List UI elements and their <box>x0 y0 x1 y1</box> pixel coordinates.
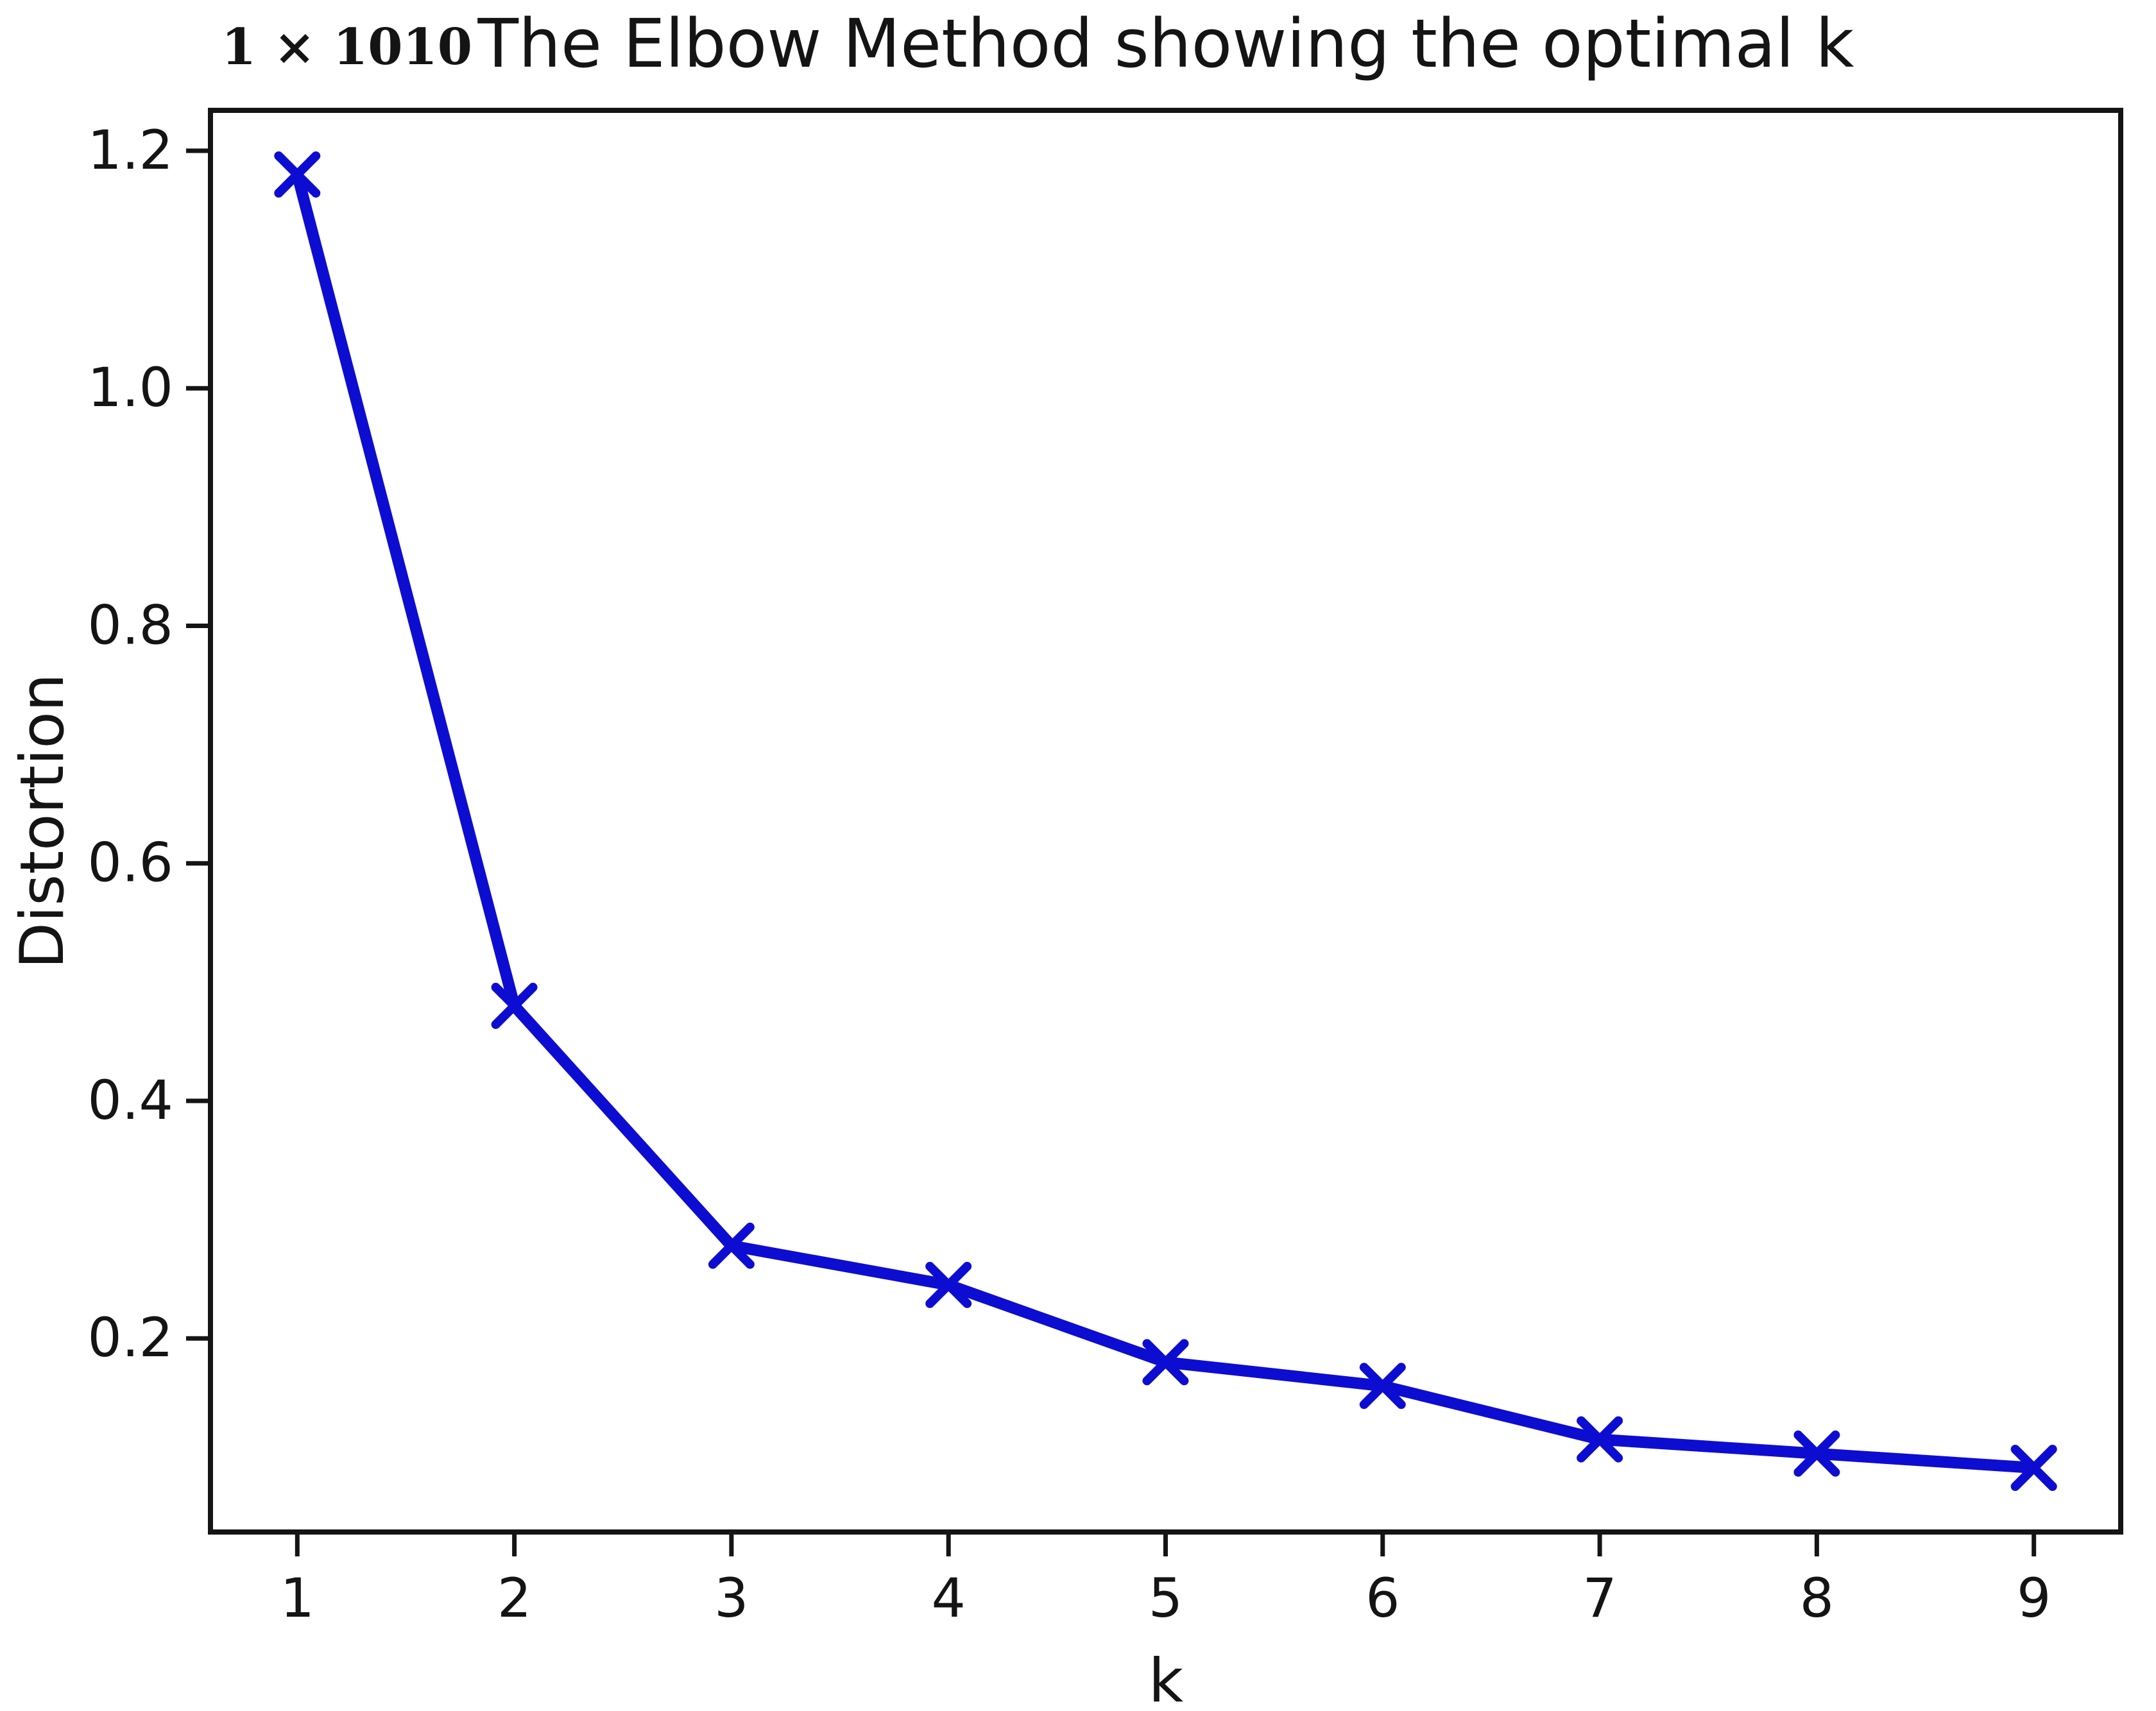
data-point-marker <box>1577 1416 1623 1463</box>
y-tick-label: 0.4 <box>87 1069 173 1132</box>
data-point-marker <box>925 1261 972 1308</box>
x-tick-label: 1 <box>280 1567 314 1630</box>
data-point-marker <box>708 1222 755 1269</box>
x-tick-label: 5 <box>1149 1567 1183 1630</box>
x-tick-label: 4 <box>931 1567 965 1630</box>
data-point-marker <box>491 982 538 1029</box>
x-tick-label: 8 <box>1800 1567 1834 1630</box>
x-tick-label: 3 <box>714 1567 748 1630</box>
y-tick-label: 1.2 <box>87 119 173 182</box>
x-tick-label: 7 <box>1582 1567 1616 1630</box>
y-tick-label: 0.8 <box>87 593 173 656</box>
x-tick-label: 2 <box>497 1567 531 1630</box>
distortion-series <box>274 151 2057 1491</box>
data-point-marker <box>1359 1363 1406 1409</box>
y-axis-ticks: 0.2 0.4 0.6 0.8 1.0 1.2 <box>87 119 210 1369</box>
y-tick-label: 1.0 <box>87 356 173 419</box>
x-tick-label: 9 <box>2017 1567 2051 1630</box>
x-axis-ticks: 1 2 3 4 5 6 7 8 9 <box>280 1532 2051 1630</box>
distortion-line <box>291 169 2040 1474</box>
data-point-marker <box>274 151 321 198</box>
x-tick-label: 6 <box>1365 1567 1399 1630</box>
data-point-marker <box>1142 1339 1189 1386</box>
data-point-marker <box>2010 1445 2057 1491</box>
y-tick-label: 0.2 <box>87 1306 173 1369</box>
plot-area-frame <box>208 108 2123 1535</box>
data-point-marker <box>1793 1430 1840 1477</box>
x-axis-label: k <box>1149 1646 1184 1711</box>
y-axis-label: Distortion <box>8 674 78 969</box>
y-tick-label: 0.6 <box>87 831 173 894</box>
chart-title: The Elbow Method showing the optimal k <box>477 4 1854 83</box>
y-axis-offset-text: 1 × 1010 <box>221 18 472 76</box>
